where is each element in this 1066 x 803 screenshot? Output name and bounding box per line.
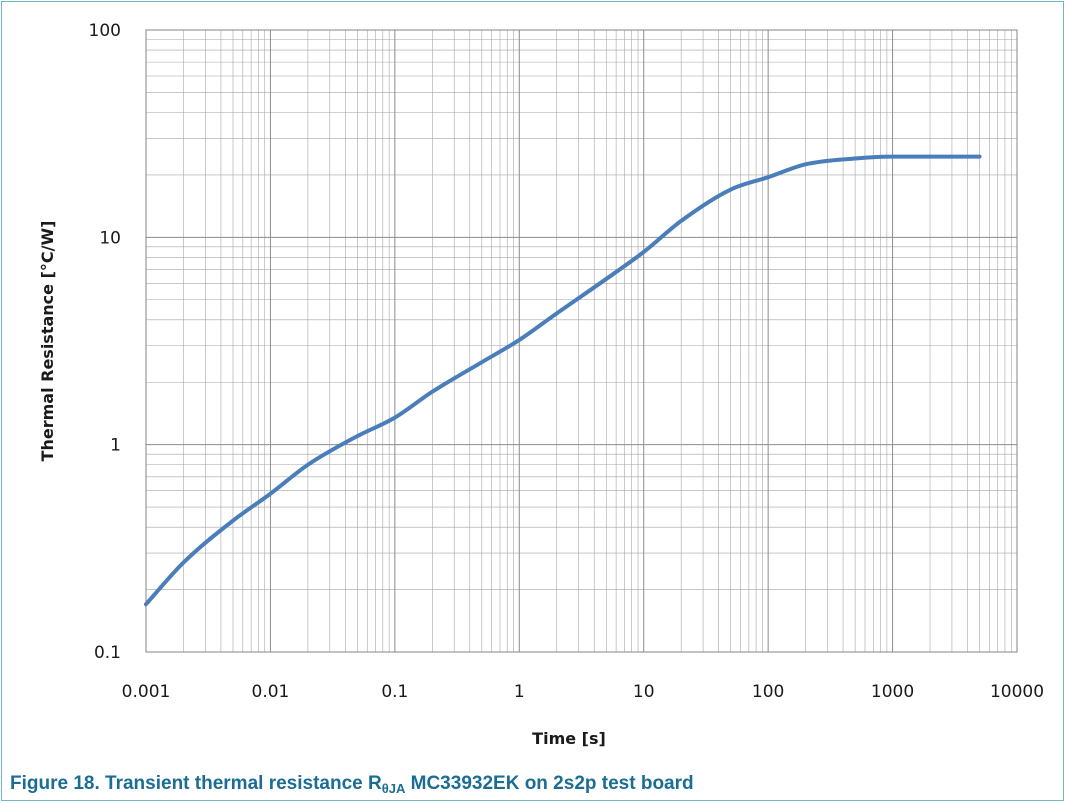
y-tick-label: 0.1 [94, 643, 121, 663]
y-tick-label: 100 [89, 21, 121, 41]
y-tick-label: 10 [99, 228, 121, 248]
x-tick-label: 10 [633, 682, 655, 702]
x-tick-label: 0.1 [381, 682, 408, 702]
x-tick-label: 0.001 [122, 682, 171, 702]
minor-gridlines [146, 30, 1017, 652]
caption-prefix: Figure 18. Transient thermal resistance … [10, 773, 382, 794]
x-tick-label: 10000 [990, 682, 1044, 702]
major-gridlines [145, 29, 1018, 653]
series-line-0 [144, 154, 982, 607]
thermal-resistance-chart: 0.001 0.01 0.1 1 10 100 1000 10000 0.1 1 10 100 Ti… [38, 21, 1044, 748]
caption-subscript: θJA [381, 781, 406, 796]
x-tick-label: 1 [514, 682, 525, 702]
y-axis-title: Thermal Resistance [°C/W] [38, 221, 57, 462]
x-tick-label: 0.01 [252, 682, 290, 702]
x-tick-label: 100 [752, 682, 784, 702]
plot-area-border [145, 29, 1018, 653]
figure-caption: Figure 18. Transient thermal resistance … [10, 773, 694, 796]
x-tick-labels: 0.001 0.01 0.1 1 10 100 1000 10000 [122, 682, 1044, 702]
y-tick-labels: 0.1 1 10 100 [89, 21, 121, 663]
x-axis-title: Time [s] [532, 729, 606, 748]
x-tick-label: 1000 [871, 682, 914, 702]
series-group [144, 154, 982, 607]
y-tick-label: 1 [110, 436, 121, 456]
caption-suffix: MC33932EK on 2s2p test board [405, 773, 694, 794]
